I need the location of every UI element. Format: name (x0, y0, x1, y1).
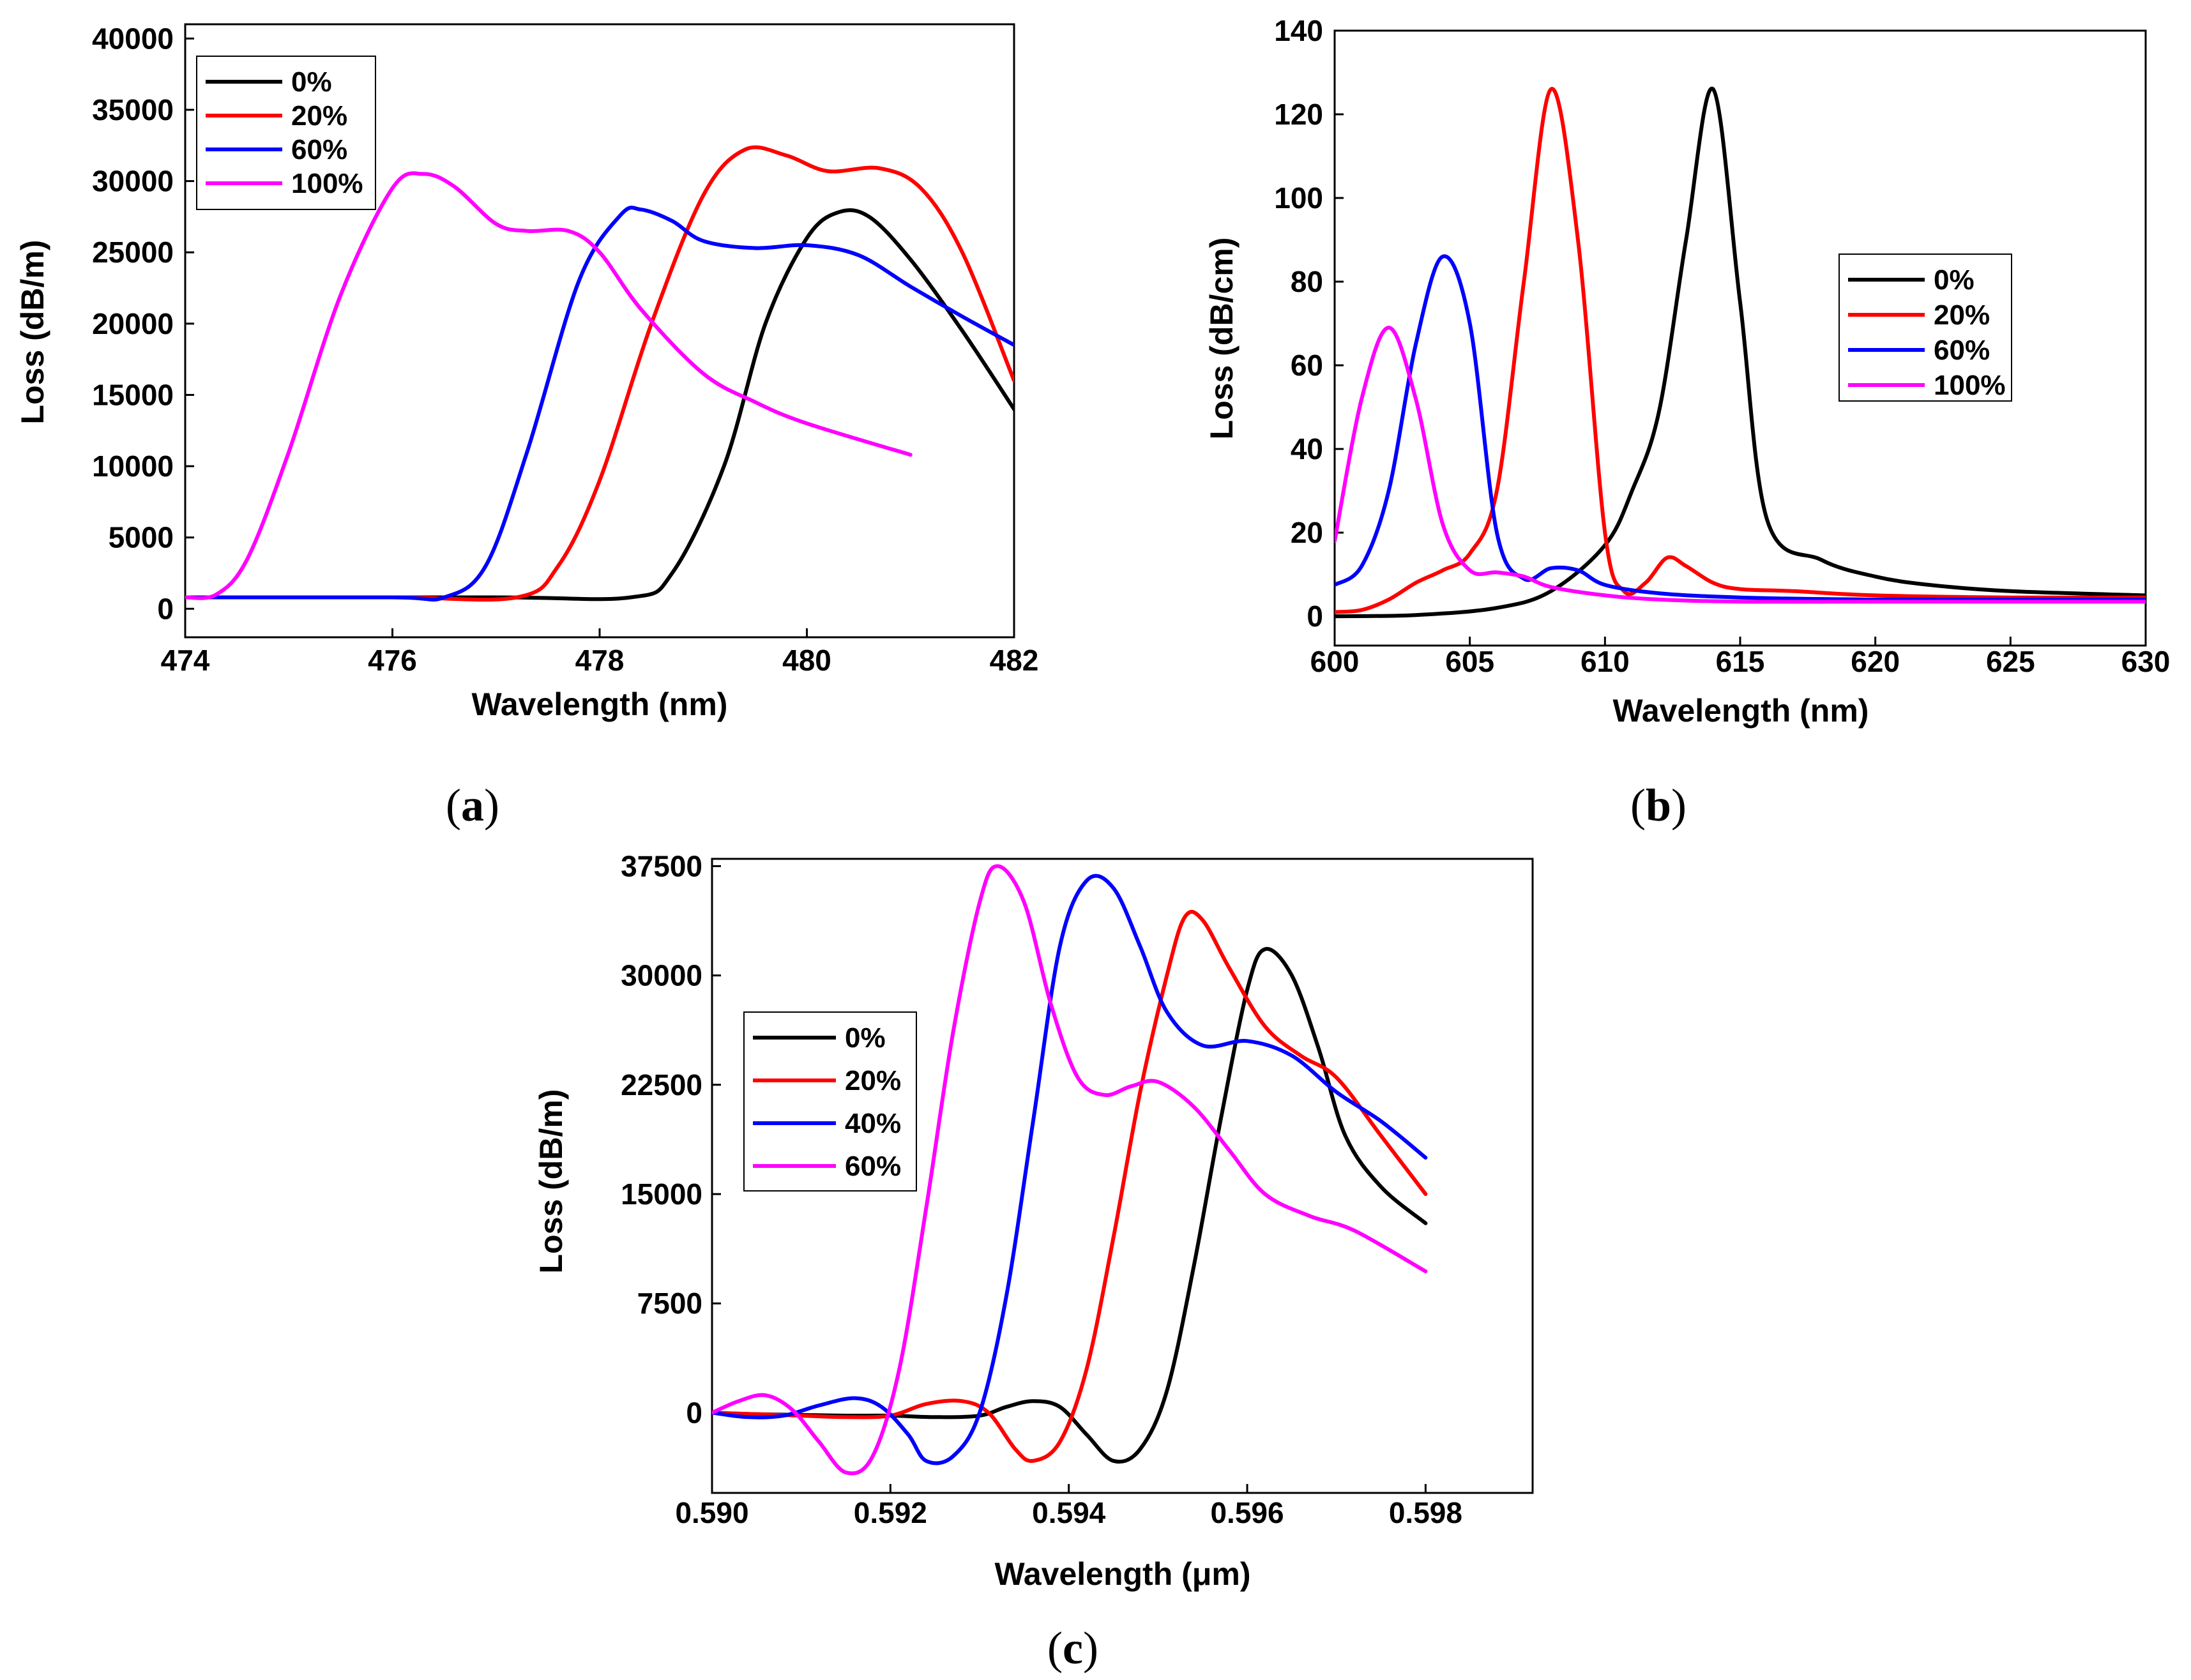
legend-label: 100% (1934, 370, 2006, 401)
y-tick-label: 0 (1307, 600, 1323, 633)
axes-a: 474 476 478 480 482 0 5000 10000 15000 20000 25000… (92, 22, 1038, 677)
y-tick-label: 80 (1291, 265, 1323, 298)
legend-box-c (743, 1011, 917, 1192)
legend-b: 0%20% 60% 100% (1838, 254, 2012, 402)
series-line-0pct (1335, 86, 2146, 619)
series-line-20pct (1335, 87, 2146, 614)
y-tick-label: 100 (1274, 181, 1323, 215)
legend-a: 0%20%60%100% (196, 56, 376, 210)
panel-label-b: (b) (1630, 780, 1687, 831)
series-b (1335, 86, 2146, 619)
y-tick-label: 20 (1291, 516, 1323, 549)
panel-label-c: (c) (1047, 1623, 1098, 1674)
y-tick-label: 40 (1291, 432, 1323, 465)
x-tick-label: 0.598 (1389, 1496, 1462, 1529)
series-line-20pct (185, 145, 1014, 602)
series-line-60pct (712, 864, 1428, 1476)
y-tick-label: 30000 (621, 959, 702, 992)
y-tick-label: 15000 (621, 1177, 702, 1211)
y-tick-label: 0 (157, 592, 174, 625)
x-axis-title-a: Wavelength (nm) (472, 686, 728, 722)
legend-label: 20% (1934, 299, 1990, 331)
legend-c: 0% 20% 40% 60% (743, 1011, 917, 1192)
legend-label: 60% (291, 134, 347, 165)
series-line-100pct (1335, 326, 2146, 604)
x-tick-label: 476 (368, 644, 417, 677)
x-axis-title-b: Wavelength (nm) (1613, 693, 1869, 729)
x-axis-title-c: Wavelength (μm) (995, 1556, 1251, 1592)
x-tick-label: 482 (990, 644, 1039, 677)
axes-c: 0.590 0.592 0.594 0.596 0.598 0 7500 15000 22500… (621, 849, 1462, 1529)
legend-label: 60% (845, 1151, 901, 1182)
legend-label: 40% (845, 1108, 901, 1139)
y-axis-title-c: Loss (dB/m) (533, 1089, 569, 1274)
legend-label: 20% (845, 1065, 901, 1096)
panel-b: 600 605 610 615 620 625 630020406080100120140 … (1204, 14, 2170, 831)
legend-label: 0% (291, 66, 332, 98)
series-c (712, 864, 1428, 1476)
y-tick-label: 140 (1274, 14, 1323, 47)
panel-letter-a: a (461, 780, 484, 831)
panel-letter-b: b (1646, 780, 1671, 831)
y-axis-title-b: Loss (dB/cm) (1204, 238, 1240, 440)
y-tick-label: 20000 (92, 307, 174, 340)
series-a (185, 145, 1014, 602)
series-line-60pct (185, 206, 1014, 602)
x-tick-label: 0.596 (1210, 1496, 1284, 1529)
y-tick-label: 5000 (109, 521, 174, 554)
legend-label: 0% (845, 1022, 886, 1054)
y-tick-label: 10000 (92, 450, 174, 483)
plot-frame-c (711, 858, 1534, 1494)
x-tick-label: 480 (782, 644, 831, 677)
series-line-40pct (712, 874, 1428, 1465)
panel-letter-c: c (1063, 1623, 1083, 1674)
x-tick-label: 0.590 (675, 1496, 748, 1529)
x-tick-label: 605 (1445, 645, 1494, 678)
x-tick-label: 0.592 (854, 1496, 927, 1529)
legend-label: 20% (291, 100, 347, 132)
x-tick-label: 630 (2121, 645, 2171, 678)
x-tick-label: 615 (1716, 645, 1765, 678)
x-tick-label: 610 (1581, 645, 1630, 678)
panel-c: 0.590 0.592 0.594 0.596 0.598 0 7500 15000 22500… (533, 849, 1534, 1674)
y-tick-label: 25000 (92, 236, 174, 269)
series-line-100pct (185, 171, 913, 600)
y-tick-label: 0 (686, 1396, 702, 1429)
y-tick-label: 15000 (92, 378, 174, 411)
y-tick-label: 60 (1291, 349, 1323, 382)
y-tick-label: 7500 (637, 1287, 702, 1320)
x-tick-label: 625 (1986, 645, 2035, 678)
y-tick-label: 40000 (92, 22, 174, 55)
x-tick-label: 478 (575, 644, 625, 677)
x-tick-label: 0.594 (1032, 1496, 1106, 1529)
y-tick-label: 35000 (92, 93, 174, 126)
panel-label-a: (a) (446, 780, 499, 831)
y-tick-label: 30000 (92, 165, 174, 198)
x-tick-label: 474 (161, 644, 210, 677)
y-axis-title-a: Loss (dB/m) (15, 240, 50, 425)
legend-label: 100% (291, 168, 363, 199)
y-tick-label: 37500 (621, 849, 702, 882)
x-tick-label: 620 (1851, 645, 1900, 678)
panel-a: 474 476 478 480 482 0 5000 10000 15000 20000 25000… (15, 22, 1038, 831)
y-tick-label: 120 (1274, 98, 1323, 131)
x-tick-label: 600 (1310, 645, 1360, 678)
y-tick-label: 22500 (621, 1068, 702, 1101)
legend-label: 60% (1934, 335, 1990, 366)
legend-label: 0% (1934, 264, 1975, 296)
